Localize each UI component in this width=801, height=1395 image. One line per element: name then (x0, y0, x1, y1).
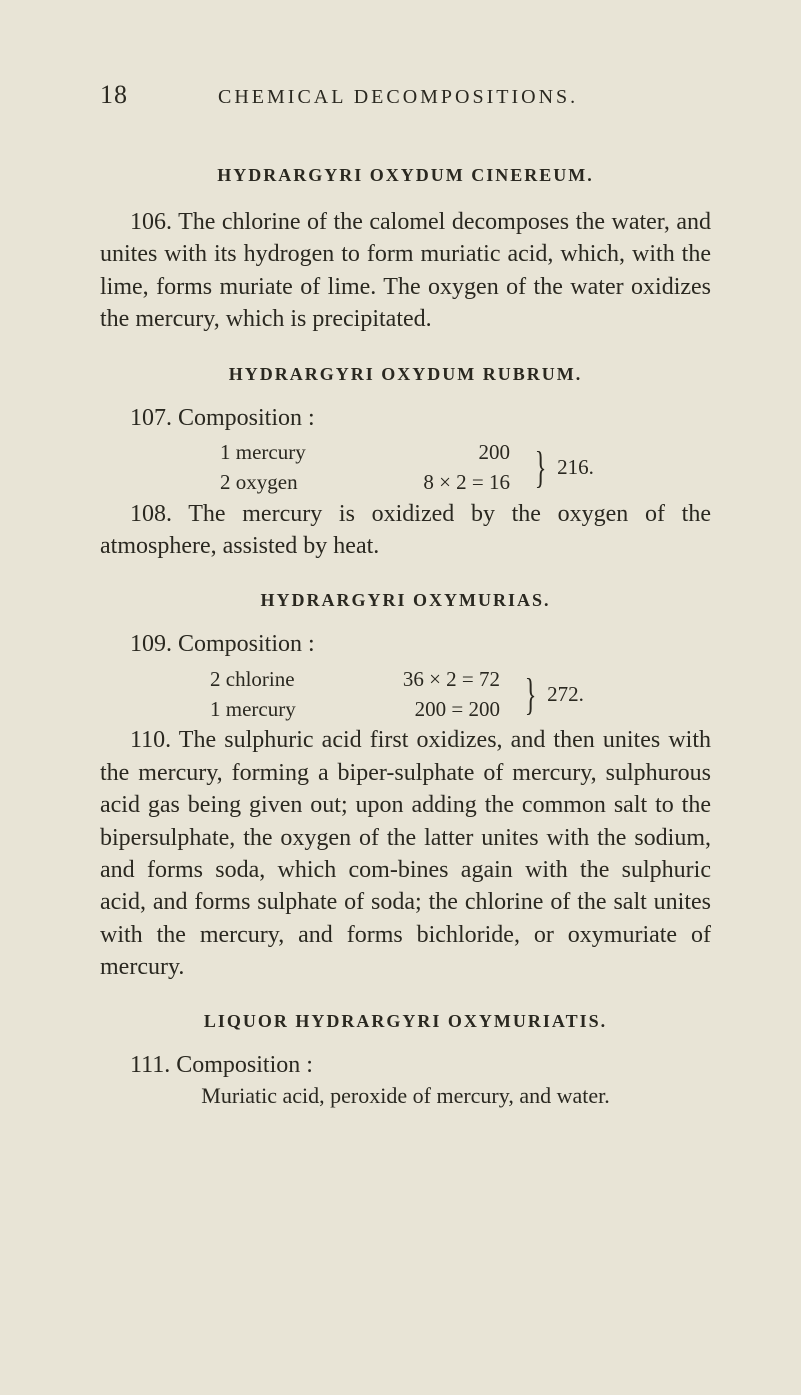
page-header: 18 CHEMICAL DECOMPOSITIONS. (100, 80, 711, 110)
total-value: 272. (547, 682, 584, 707)
paragraph-108: 108. The mercury is oxidized by the oxyg… (100, 498, 711, 563)
running-head: CHEMICAL DECOMPOSITIONS. (218, 86, 578, 109)
composition-label: 1 mercury (220, 440, 350, 465)
composition-equation: 200 = 200 (340, 697, 520, 722)
composition-equation: 200 (350, 440, 530, 465)
composition-row: 2 chlorine 36 × 2 = 72 (210, 664, 711, 694)
composition-header-111: 111. Composition : (100, 1052, 711, 1079)
paragraph-110: 110. The sulphuric acid first oxidizes, … (100, 724, 711, 983)
composition-block-107: 1 mercury 200 2 oxygen 8 × 2 = 16 } 216. (220, 438, 711, 498)
composition-total: } 272. (520, 664, 584, 724)
brace-icon: } (535, 450, 547, 485)
composition-label: 2 chlorine (210, 667, 340, 692)
page-content: 18 CHEMICAL DECOMPOSITIONS. HYDRARGYRI O… (0, 0, 801, 1169)
composition-equation: 36 × 2 = 72 (340, 667, 520, 692)
composition-total: } 216. (530, 438, 594, 498)
composition-sub-111: Muriatic acid, peroxide of mercury, and … (100, 1083, 711, 1109)
composition-label: 1 mercury (210, 697, 340, 722)
composition-row: 2 oxygen 8 × 2 = 16 (220, 468, 711, 498)
total-value: 216. (557, 455, 594, 480)
section-title-liquor: LIQUOR HYDRARGYRI OXYMURIATIS. (100, 1011, 711, 1032)
composition-header-109: 109. Composition : (100, 631, 711, 658)
section-title-cinereum: HYDRARGYRI OXYDUM CINEREUM. (100, 165, 711, 186)
page-number: 18 (100, 80, 128, 110)
composition-row: 1 mercury 200 = 200 (210, 694, 711, 724)
paragraph-106: 106. The chlorine of the calomel decompo… (100, 206, 711, 336)
composition-equation: 8 × 2 = 16 (350, 470, 530, 495)
section-title-rubrum: HYDRARGYRI OXYDUM RUBRUM. (100, 364, 711, 385)
section-title-oxymurias: HYDRARGYRI OXYMURIAS. (100, 590, 711, 611)
composition-header-107: 107. Composition : (100, 405, 711, 432)
composition-row: 1 mercury 200 (220, 438, 711, 468)
composition-block-109: 2 chlorine 36 × 2 = 72 1 mercury 200 = 2… (210, 664, 711, 724)
composition-label: 2 oxygen (220, 470, 350, 495)
brace-icon: } (525, 677, 537, 712)
